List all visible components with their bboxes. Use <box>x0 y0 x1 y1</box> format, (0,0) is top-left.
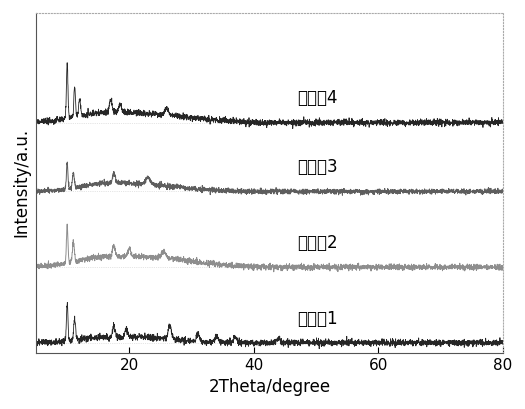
Text: 实施夕1: 实施夕1 <box>298 310 338 328</box>
Y-axis label: Intensity/a.u.: Intensity/a.u. <box>13 128 30 237</box>
Text: 实施夕4: 实施夕4 <box>298 90 338 108</box>
Text: 实施夕3: 实施夕3 <box>298 158 338 176</box>
X-axis label: 2Theta/degree: 2Theta/degree <box>208 378 331 396</box>
Text: 实施夕2: 实施夕2 <box>298 234 338 252</box>
